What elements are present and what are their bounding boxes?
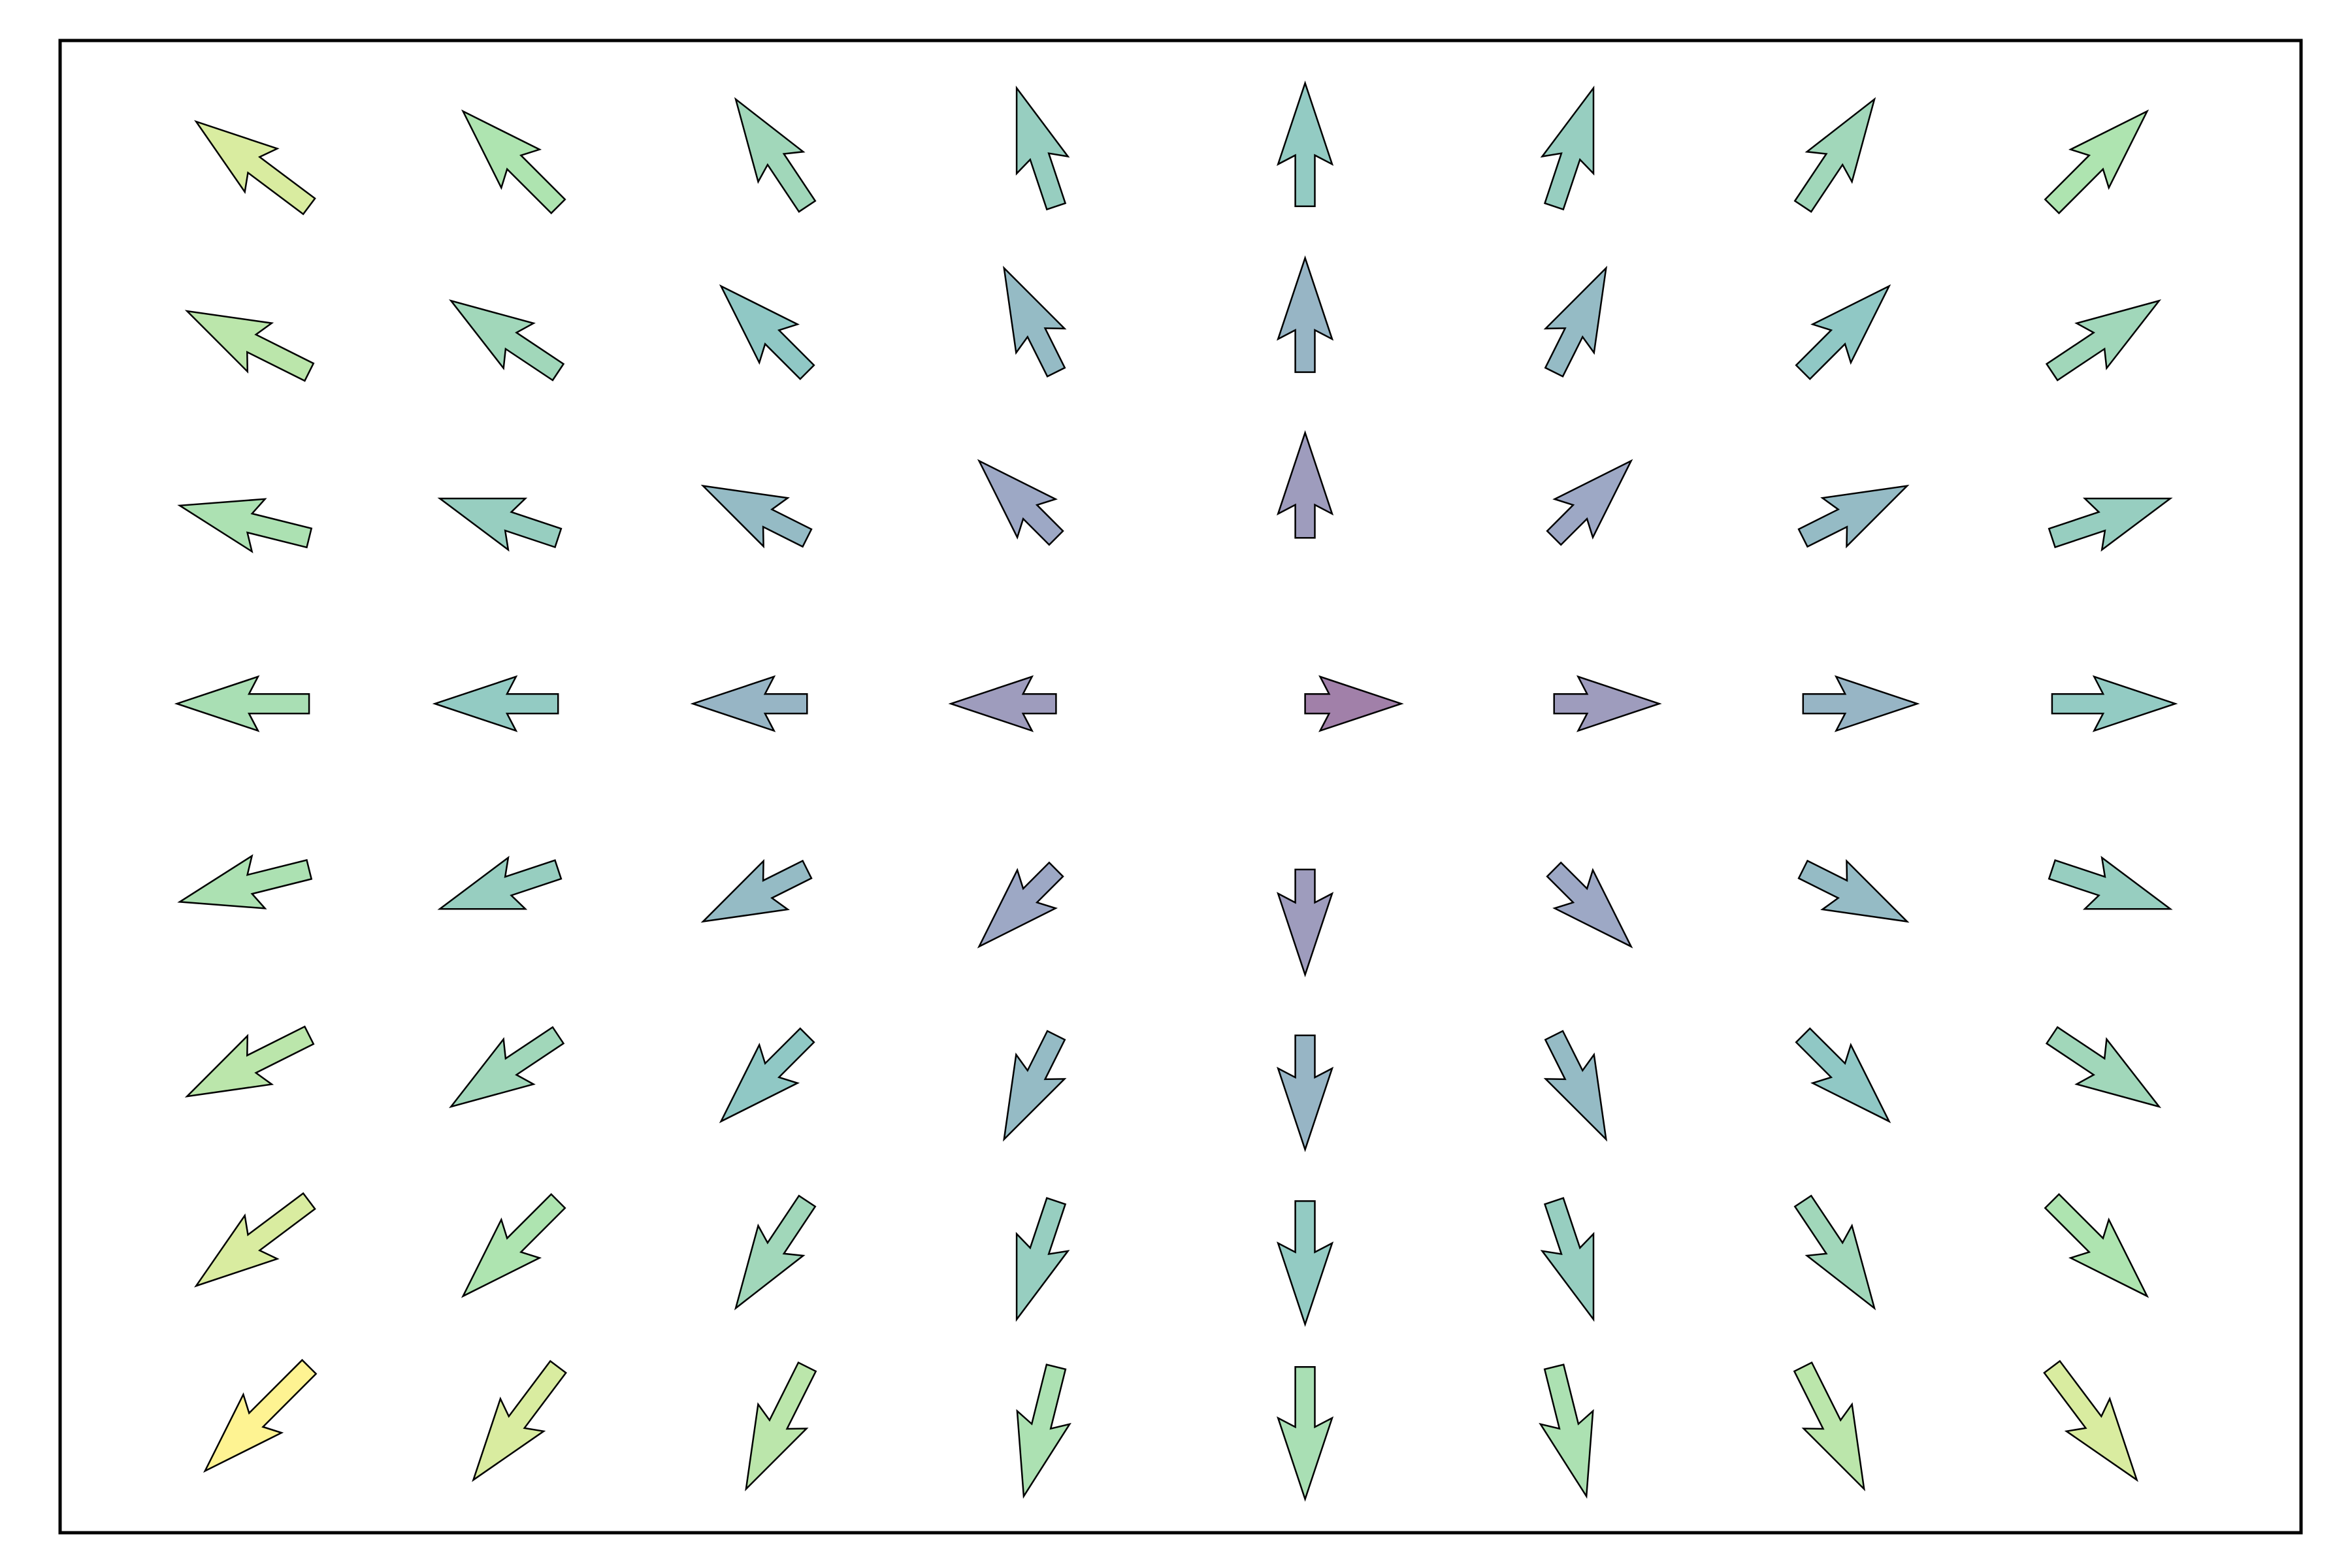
arrow xyxy=(437,855,563,910)
arrow xyxy=(1003,1030,1067,1142)
arrow xyxy=(1277,868,1334,977)
arrow xyxy=(719,284,815,380)
arrow xyxy=(1543,1030,1608,1142)
arrow xyxy=(2051,675,2178,732)
arrow xyxy=(1015,85,1070,211)
arrow xyxy=(432,675,559,732)
arrow xyxy=(1277,255,1334,373)
arrow xyxy=(2048,497,2173,552)
plot-frame xyxy=(58,39,2303,1535)
arrow xyxy=(948,675,1057,732)
arrow xyxy=(1553,675,1662,732)
arrow xyxy=(1802,675,1920,732)
arrow xyxy=(449,299,565,382)
arrow xyxy=(745,1361,817,1492)
arrow xyxy=(1540,1197,1595,1322)
arrow xyxy=(2044,109,2149,215)
arrow xyxy=(1277,1034,1334,1152)
arrow xyxy=(449,1026,565,1109)
arrow xyxy=(734,1194,817,1311)
arrow xyxy=(184,1025,315,1098)
arrow xyxy=(1539,1364,1594,1499)
arrow xyxy=(2048,855,2173,910)
arrow xyxy=(1003,265,1067,378)
arrow xyxy=(177,854,313,909)
arrow xyxy=(1277,1365,1334,1502)
arrow xyxy=(1795,1027,1891,1124)
arrow xyxy=(203,1358,318,1473)
arrow xyxy=(461,1193,566,1298)
arrow xyxy=(1546,459,1633,546)
arrow xyxy=(1540,85,1595,211)
arrow xyxy=(977,459,1064,546)
arrow xyxy=(1546,861,1633,949)
arrow xyxy=(1797,484,1910,549)
arrow xyxy=(700,484,813,549)
arrow xyxy=(700,858,813,923)
arrow xyxy=(1793,1194,1876,1311)
arrow xyxy=(1797,858,1910,923)
arrow xyxy=(1016,1364,1071,1499)
arrow xyxy=(1015,1197,1070,1322)
arrow xyxy=(1277,1200,1334,1327)
arrow xyxy=(194,1192,316,1288)
arrow xyxy=(472,1360,567,1482)
arrow xyxy=(174,675,310,732)
arrow xyxy=(690,675,808,732)
arrow xyxy=(719,1027,815,1124)
arrow xyxy=(2044,1193,2149,1298)
arrow xyxy=(1793,1361,1865,1492)
arrow xyxy=(2043,1360,2138,1482)
arrow xyxy=(1795,284,1891,380)
arrow xyxy=(2045,299,2162,382)
arrow xyxy=(1543,265,1608,378)
arrow xyxy=(977,861,1064,949)
arrow xyxy=(461,109,566,215)
arrow xyxy=(194,120,316,216)
arrow xyxy=(1277,430,1334,539)
arrow xyxy=(177,498,313,553)
arrow xyxy=(1793,97,1876,213)
arrow xyxy=(184,310,315,382)
arrow xyxy=(2045,1026,2162,1109)
arrow xyxy=(1304,675,1404,732)
arrow xyxy=(1277,80,1334,208)
arrow xyxy=(734,97,817,213)
arrow xyxy=(437,497,563,552)
